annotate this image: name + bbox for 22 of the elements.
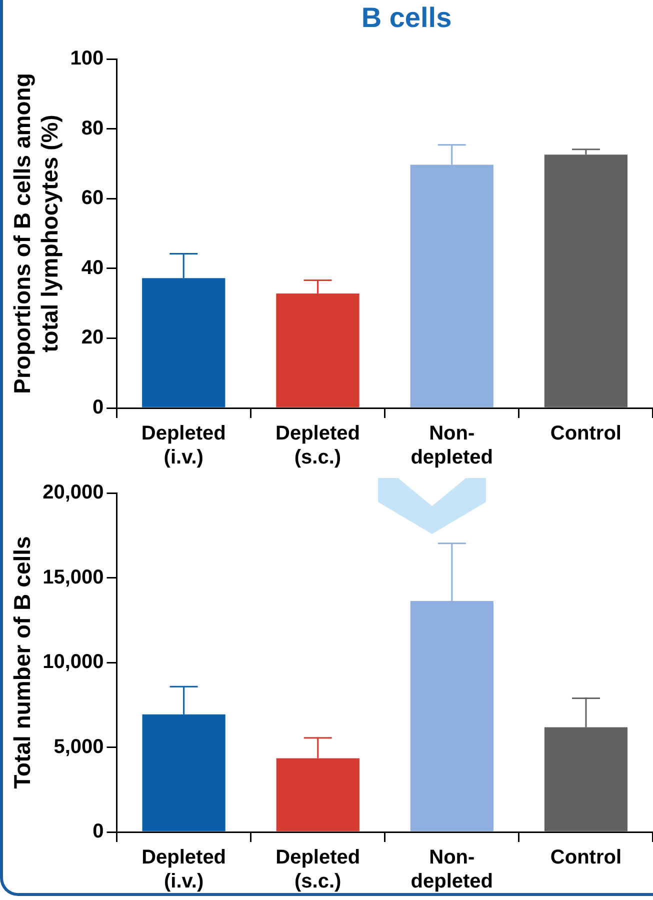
chart-title: B cells: [360, 2, 453, 34]
y-tick-label: 10,000: [42, 651, 104, 674]
x-tick-label: Depleted (s.c.): [276, 846, 360, 893]
y-tick-label: 20: [81, 326, 104, 349]
y-tick-label: 0: [92, 820, 104, 843]
x-tick-label: Non-depleted: [410, 846, 494, 893]
y-tick-label: 100: [70, 48, 104, 70]
y-tick-label: 5,000: [54, 736, 104, 758]
x-tick-label: Depleted (i.v.): [141, 422, 226, 469]
x-tick-label: Control: [550, 846, 622, 869]
y-axis-title: Total number of B cells: [9, 536, 36, 789]
y-tick-label: 15,000: [42, 566, 104, 588]
y-tick-label: 40: [81, 256, 104, 279]
y-axis-title: Proportions of B cells among total lymphocytes (%): [9, 73, 63, 394]
y-tick-label: 80: [81, 117, 104, 140]
x-tick-label: Depleted (i.v.): [142, 846, 226, 893]
x-tick-label: Non-depleted: [410, 422, 493, 469]
x-tick-label: Control: [550, 422, 622, 445]
y-tick-label: 20,000: [42, 482, 104, 504]
y-tick-label: 60: [81, 187, 104, 210]
y-tick-label: 0: [92, 396, 104, 419]
x-tick-label: Depleted (s.c.): [275, 422, 360, 469]
